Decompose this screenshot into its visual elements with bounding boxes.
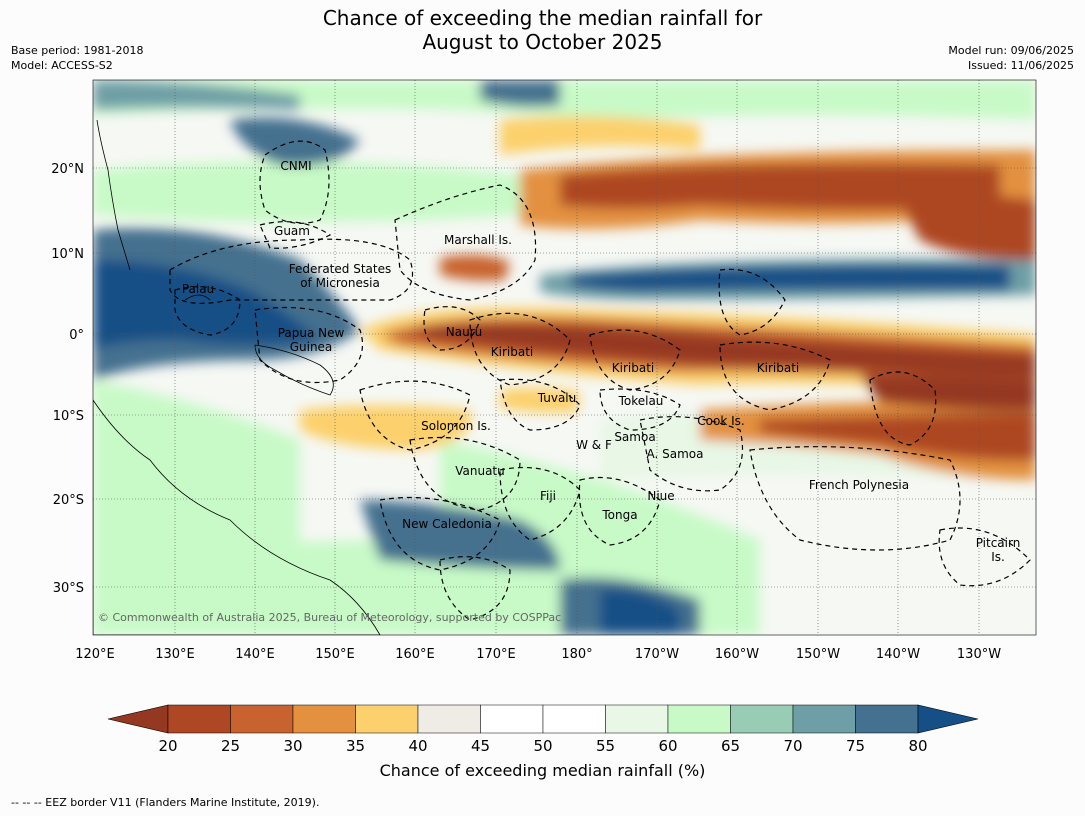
colorbar-over-arrow — [917, 704, 979, 734]
region-label: Pitcairn — [976, 536, 1021, 550]
colorbar-swatch — [730, 704, 794, 734]
map-frame — [92, 79, 1037, 636]
longitude-tick-label: 160°W — [715, 647, 759, 662]
colorbar: 20 25 30 35 40 45 50 55 60 65 70 75 80 — [107, 704, 979, 755]
title-line-1: Chance of exceeding the median rainfall … — [322, 6, 763, 30]
region-label: Niue — [647, 489, 674, 503]
colorbar-tick-label: 30 — [283, 737, 302, 755]
colorbar-tick-label: 35 — [346, 737, 365, 755]
colorbar-tick-label: 20 — [158, 737, 177, 755]
colorbar-swatch — [417, 704, 481, 734]
colorbar-tick-label: 70 — [783, 737, 802, 755]
region-label: Cook Is. — [697, 414, 744, 428]
region-label: Samoa — [614, 430, 655, 444]
issued-date: Issued: 11/06/2025 — [967, 59, 1074, 72]
latitude-tick-label: 10°N — [51, 247, 84, 262]
region-label: Federated States — [289, 262, 391, 276]
region-label: Nauru — [446, 325, 482, 339]
latitude-tick-label: 0° — [69, 328, 84, 343]
region-label: Guam — [274, 224, 310, 238]
colorbar-under-arrow — [107, 704, 169, 734]
longitude-tick-label: 130°E — [155, 647, 195, 662]
region-label: French Polynesia — [809, 478, 909, 492]
region-label: Tokelau — [618, 394, 664, 408]
model-run: Model run: 09/06/2025 — [948, 44, 1074, 57]
region-label: Palau — [182, 282, 214, 296]
region-label: Kiribati — [757, 361, 799, 375]
longitude-tick-label: 140°E — [235, 647, 275, 662]
base-info: Base period: 1981-2018 Model: ACCESS-S2 — [11, 43, 143, 73]
latitude-tick-label: 10°S — [53, 409, 84, 424]
region-label: Solomon Is. — [421, 419, 491, 433]
region-label: Is. — [991, 550, 1005, 564]
colorbar-label: Chance of exceeding median rainfall (%) — [379, 761, 706, 780]
colorbar-tick-label: 65 — [721, 737, 740, 755]
colorbar-swatch — [542, 704, 606, 734]
colorbar-swatch — [792, 704, 856, 734]
run-info: Model run: 09/06/2025 Issued: 11/06/2025 — [948, 43, 1074, 73]
latitude-labels: 20°N 10°N 0° 10°S 20°S 30°S — [51, 162, 84, 596]
colorbar-swatch — [167, 704, 231, 734]
region-label: Tuvalu — [537, 391, 577, 405]
region-label: Papua New — [278, 326, 345, 340]
colorbar-swatch — [667, 704, 731, 734]
region-label: New Caledonia — [402, 517, 492, 531]
latitude-tick-label: 20°N — [51, 162, 84, 177]
colorbar-swatch — [605, 704, 669, 734]
graticule — [93, 80, 1036, 635]
longitude-tick-label: 130°W — [957, 647, 1001, 662]
region-label: of Micronesia — [300, 276, 380, 290]
colorbar-tick-label: 75 — [846, 737, 865, 755]
colorbar-swatch — [355, 704, 419, 734]
colorbar-tick-label: 40 — [408, 737, 427, 755]
region-label: Marshall Is. — [444, 233, 512, 247]
probability-field: © Commonwealth of Australia 2025, Bureau… — [93, 80, 1036, 635]
colorbar-tick-label: 45 — [471, 737, 490, 755]
region-label: Guinea — [290, 340, 333, 354]
latitude-tick-label: 20°S — [53, 493, 84, 508]
copyright-text: © Commonwealth of Australia 2025, Bureau… — [98, 611, 561, 624]
chart-title: Chance of exceeding the median rainfall … — [0, 6, 1085, 54]
longitude-tick-label: 180° — [561, 647, 592, 662]
region-label: Kiribati — [612, 361, 654, 375]
colorbar-tick-label: 55 — [596, 737, 615, 755]
base-period: Base period: 1981-2018 — [11, 44, 144, 57]
longitude-tick-label: 150°W — [796, 647, 840, 662]
longitude-tick-label: 170°E — [476, 647, 516, 662]
colorbar-tick-label: 60 — [658, 737, 677, 755]
region-label: CNMI — [280, 159, 311, 173]
colorbar-tick-label: 25 — [221, 737, 240, 755]
longitude-labels: 120°E 130°E 140°E 150°E 160°E 170°E 180° 170°W 1… — [75, 647, 1001, 662]
longitude-tick-label: 140°W — [876, 647, 920, 662]
model-name: Model: ACCESS-S2 — [11, 59, 113, 72]
title-line-2: August to October 2025 — [422, 30, 663, 54]
longitude-tick-label: 150°E — [315, 647, 355, 662]
region-label: Tonga — [601, 508, 637, 522]
colorbar-swatch — [855, 704, 919, 734]
colorbar-swatch — [292, 704, 356, 734]
longitude-tick-label: 160°E — [395, 647, 435, 662]
longitude-tick-label: 170°W — [635, 647, 679, 662]
region-label: Vanuatu — [455, 464, 505, 478]
region-label: A. Samoa — [647, 447, 704, 461]
longitude-tick-label: 120°E — [75, 647, 115, 662]
eez-borders — [169, 140, 1031, 621]
colorbar-tick-label: 50 — [533, 737, 552, 755]
footnote: -- -- -- EEZ border V11 (Flanders Marine… — [11, 796, 320, 809]
latitude-tick-label: 30°S — [53, 581, 84, 596]
colorbar-swatch — [230, 704, 294, 734]
colorbar-swatch — [480, 704, 544, 734]
region-label: W & F — [576, 438, 612, 452]
region-label: Kiribati — [491, 345, 533, 359]
colorbar-tick-label: 80 — [908, 737, 927, 755]
region-label: Fiji — [540, 489, 556, 503]
